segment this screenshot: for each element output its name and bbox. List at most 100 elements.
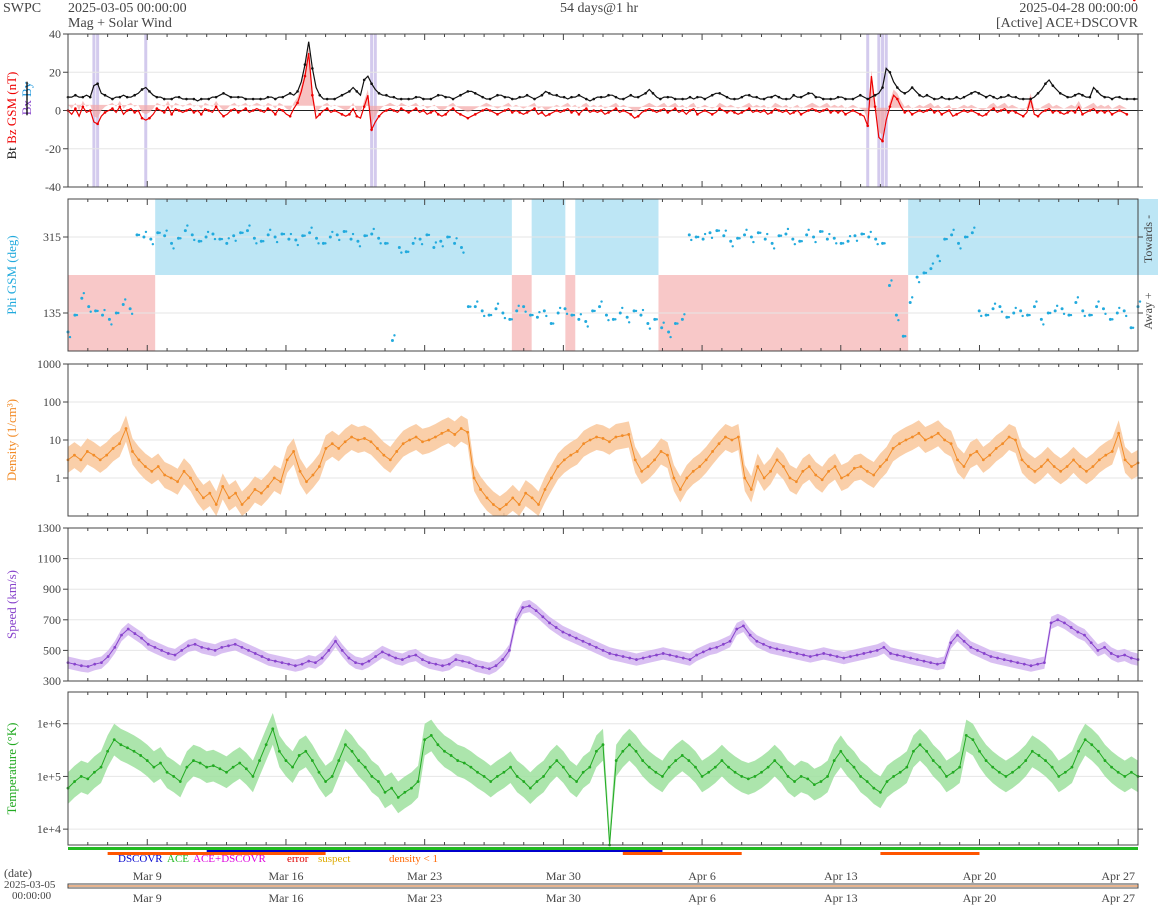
away-label-text: Away + <box>1141 292 1155 330</box>
phi-point <box>372 227 375 231</box>
data-point <box>989 655 993 658</box>
data-point <box>220 645 224 649</box>
bz-point <box>777 109 781 112</box>
data-point <box>479 488 482 491</box>
phi-point <box>998 305 1002 309</box>
bt-point <box>681 97 684 101</box>
bt-point <box>222 91 225 95</box>
x-tick-label-bottom: Apr 6 <box>688 891 716 905</box>
data-point <box>915 658 919 661</box>
bz-point <box>962 109 966 112</box>
phi-point <box>529 313 533 317</box>
data-point <box>1109 652 1113 655</box>
phi-point <box>973 226 976 229</box>
data-point <box>769 469 772 473</box>
phi-point <box>839 241 843 245</box>
phi-point <box>959 247 962 250</box>
phi-point <box>515 309 519 313</box>
data-point <box>434 662 438 666</box>
bt-point <box>392 95 396 99</box>
data-point <box>244 767 248 771</box>
phi-point <box>991 307 995 311</box>
data-point <box>86 665 90 668</box>
data-point <box>681 656 685 660</box>
data-point <box>462 761 466 765</box>
data-point <box>1085 469 1088 473</box>
data-point <box>882 645 886 649</box>
data-point <box>541 615 545 619</box>
bz-point <box>103 111 107 114</box>
phi-point <box>328 235 332 239</box>
data-point <box>414 435 418 439</box>
data-point <box>131 450 134 453</box>
data-point <box>898 770 902 774</box>
bz-point <box>340 113 344 116</box>
data-point <box>859 775 862 778</box>
x-tick-label-top: Apr 20 <box>963 869 997 883</box>
data-point <box>743 476 747 480</box>
data-point <box>749 488 753 491</box>
phi-point <box>407 250 410 253</box>
data-point <box>988 453 992 457</box>
data-point <box>253 652 257 655</box>
phi-point <box>315 236 319 240</box>
bt-point <box>133 93 136 97</box>
data-point <box>918 743 922 747</box>
data-point <box>113 645 117 649</box>
bt-point <box>925 93 929 97</box>
data-point <box>205 765 209 769</box>
bz-point <box>1095 111 1099 114</box>
data-point <box>875 649 879 652</box>
data-point <box>655 653 658 657</box>
phi-point <box>917 280 921 284</box>
data-point <box>208 491 212 495</box>
towards-label-text: Towards - <box>1141 215 1155 263</box>
data-point <box>180 649 184 652</box>
phi-point <box>107 317 111 321</box>
data-point <box>608 652 612 655</box>
y-tick-label: -20 <box>45 142 61 156</box>
data-point <box>492 503 495 506</box>
phi-point <box>770 241 774 245</box>
data-point <box>672 476 676 480</box>
data-point <box>273 659 277 663</box>
data-point <box>182 469 186 473</box>
phi-point <box>1122 309 1126 313</box>
bt-point <box>325 97 329 101</box>
data-point <box>1110 765 1113 769</box>
x-tick-label-top: Apr 13 <box>824 869 858 883</box>
data-point <box>556 465 560 468</box>
data-point <box>528 786 532 790</box>
phi-point <box>117 311 120 315</box>
data-point <box>1024 759 1028 762</box>
data-point <box>1104 453 1108 457</box>
bt-point <box>799 95 803 99</box>
data-point <box>788 476 792 480</box>
data-point <box>79 664 83 668</box>
phi-point <box>821 230 824 233</box>
bt-point <box>1021 97 1025 101</box>
data-point <box>962 465 966 468</box>
phi-ylabel: Phi GSM (deg) <box>4 235 19 314</box>
bz-point <box>392 109 396 112</box>
bt-point <box>518 95 521 99</box>
data-point <box>92 453 96 457</box>
data-point <box>498 507 502 511</box>
data-point <box>614 759 618 762</box>
phi-point <box>634 309 638 313</box>
bz-point <box>925 109 929 112</box>
phi-point <box>848 234 852 238</box>
phi-point <box>425 233 429 237</box>
x-tick-label-top: Apr 6 <box>688 869 716 883</box>
data-point <box>421 658 424 661</box>
phi-point <box>869 230 872 234</box>
phi-point <box>883 242 886 245</box>
phi-point <box>943 237 947 241</box>
data-point <box>192 759 195 762</box>
data-point <box>996 656 999 660</box>
phi-point <box>1032 305 1036 309</box>
phi-point <box>717 229 721 232</box>
phi-point <box>1042 323 1045 326</box>
phi-point <box>887 284 891 288</box>
bz-point <box>496 113 499 116</box>
